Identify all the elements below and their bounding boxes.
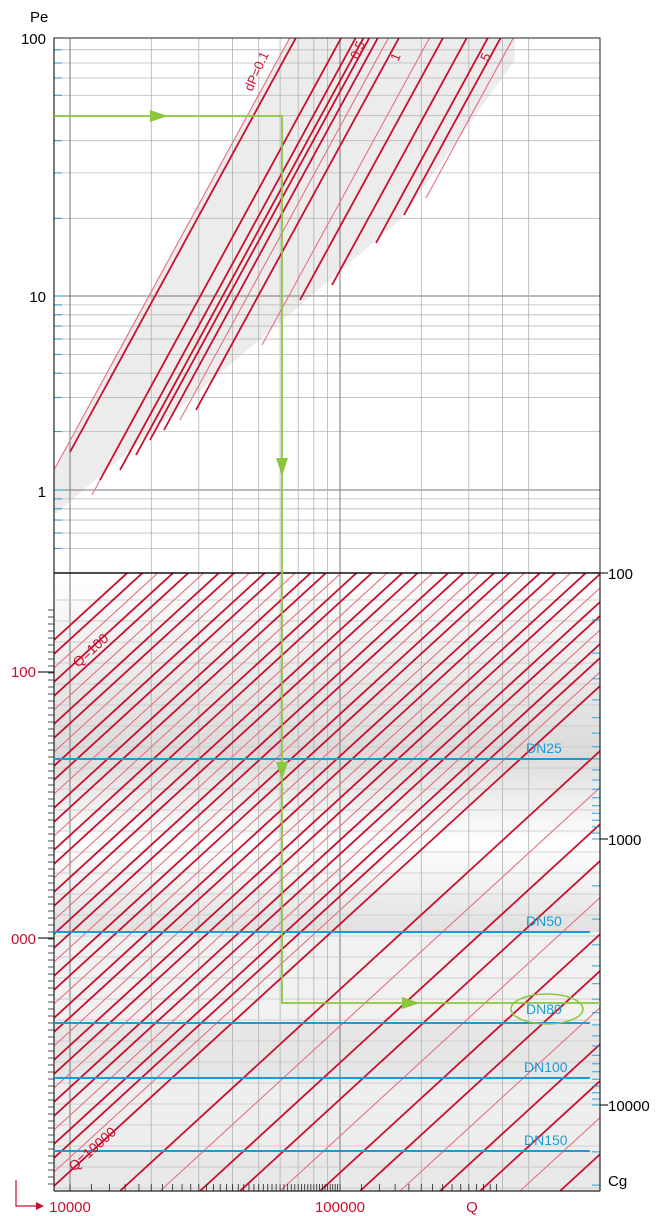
guide-arrow-2	[276, 458, 288, 476]
x-axis-title-q: Q	[466, 1199, 478, 1216]
y-tick-label-1: 1	[38, 484, 46, 501]
bottom-diagonal-line	[54, 573, 328, 823]
bottom-diagonal-line	[54, 573, 388, 879]
corner-arrow-head	[36, 1202, 44, 1210]
bottom-diagonal-line	[54, 573, 343, 837]
bottom-diagonal-line	[54, 573, 465, 949]
bottom-diagonal-line	[54, 573, 358, 851]
dn-label-25: DN25	[526, 740, 562, 756]
bottom-diagonal-line	[54, 573, 297, 795]
top-diagonal-line	[54, 38, 291, 471]
y-tick-label-10: 10	[29, 289, 46, 306]
top-diagonal-line	[149, 38, 371, 441]
right-tick-label-100: 100	[608, 566, 633, 583]
bottom-diagonal-line	[54, 573, 159, 669]
bottom-diagonal-line	[359, 969, 600, 1191]
bottom-diagonal-line	[119, 749, 600, 1191]
bottom-diagonal-line	[54, 615, 600, 1117]
bottom-diagonal-line	[54, 573, 450, 935]
top-diagonal-line	[403, 38, 502, 216]
right-tick-label-1000: 1000	[608, 832, 641, 849]
bottom-diagonal-line	[54, 587, 600, 1089]
right-tick-label-10000: 10000	[608, 1098, 650, 1115]
top-shaded-region	[54, 38, 515, 515]
bottom-diagonal-line	[54, 573, 190, 697]
dn80-highlight-ellipse	[510, 993, 584, 1025]
bottom-diagonal-line	[54, 643, 600, 1145]
top-diagonal-lines	[54, 38, 514, 496]
guide-arrow-3	[276, 762, 288, 780]
bottom-diagonal-line	[54, 601, 600, 1103]
top-diagonal-line	[99, 38, 343, 481]
top-diagonal-line	[135, 38, 365, 456]
bottom-diagonal-line	[54, 685, 600, 1187]
top-diagonal-line	[119, 38, 357, 471]
bottom-diagonal-line	[54, 573, 312, 809]
dn-label-100: DN100	[524, 1059, 568, 1075]
top-diagonal-line	[375, 38, 489, 244]
bottom-diagonal-line	[54, 573, 434, 921]
bottom-diagonal-line	[54, 573, 542, 1019]
bottom-diagonal-line	[54, 573, 496, 977]
bottom-diagonal-line	[54, 573, 251, 753]
bottom-diagonal-lines	[54, 573, 600, 1191]
right-axis-title-cg: Cg	[608, 1173, 627, 1190]
bottom-diagonal-line	[439, 1043, 600, 1191]
guide-arrow-4	[402, 997, 420, 1009]
bottom-diagonal-line	[479, 1079, 600, 1191]
dn-label-150: DN150	[524, 1132, 568, 1148]
corner-arrow	[15, 1180, 40, 1207]
bottom-diagonal-line	[54, 573, 480, 963]
dn-label-50: DN50	[526, 913, 562, 929]
top-diagonal-line	[261, 38, 431, 346]
bottom-diagonal-line	[54, 573, 526, 1005]
bottom-diagonal-line	[54, 573, 572, 1047]
top-diagonal-line	[179, 38, 389, 421]
top-diagonal-line	[299, 38, 444, 301]
bottom-diagonal-line	[199, 823, 600, 1191]
y-axis-title-pe: Pe	[30, 9, 48, 26]
left-tick-label-100: 100	[11, 664, 36, 681]
bottom-diagonal-line	[54, 671, 600, 1173]
bottom-diagonal-line	[54, 573, 588, 1061]
left-tick-label-000: 000	[11, 931, 36, 948]
bottom-diagonal-line	[399, 1006, 600, 1191]
top-diagonal-line	[425, 38, 514, 199]
band-dn50	[54, 759, 600, 932]
bottom-diagonal-line	[54, 573, 282, 781]
top-diagonal-line	[163, 38, 379, 431]
top-diagonal-line	[69, 38, 297, 453]
bottom-diagonal-line	[54, 573, 419, 907]
bottom-diagonal-line	[54, 573, 404, 893]
x-tick-label-100000: 100000	[315, 1199, 365, 1216]
bottom-diagonal-line	[54, 573, 236, 739]
band-dn150	[54, 1078, 600, 1151]
top-diagonal-line	[195, 38, 400, 411]
bottom-diagonal-line	[54, 573, 600, 1075]
top-diagonal-line	[331, 38, 468, 286]
bottom-diagonal-line	[54, 573, 221, 725]
bottom-diagonal-line	[159, 786, 600, 1191]
axis-ticks	[38, 37, 608, 1191]
bottom-diagonal-line	[319, 933, 600, 1191]
x-tick-label-10000: 10000	[49, 1199, 91, 1216]
guide-arrow-1	[150, 110, 168, 122]
bottom-diagonal-line	[54, 573, 267, 767]
bottom-diagonal-line	[54, 573, 175, 683]
bottom-diagonal-line	[54, 573, 374, 865]
series-label-05: 0.5	[347, 39, 368, 62]
dn-label-80: DN80	[526, 1001, 562, 1017]
bottom-diagonal-line	[279, 896, 600, 1191]
bottom-diagonal-line	[54, 573, 557, 1033]
bottom-diagonal-line	[239, 859, 600, 1191]
y-tick-label-100: 100	[21, 31, 46, 48]
bottom-diagonal-line	[54, 629, 600, 1131]
bottom-diagonal-line	[54, 657, 600, 1159]
bottom-diagonal-line	[54, 573, 205, 711]
